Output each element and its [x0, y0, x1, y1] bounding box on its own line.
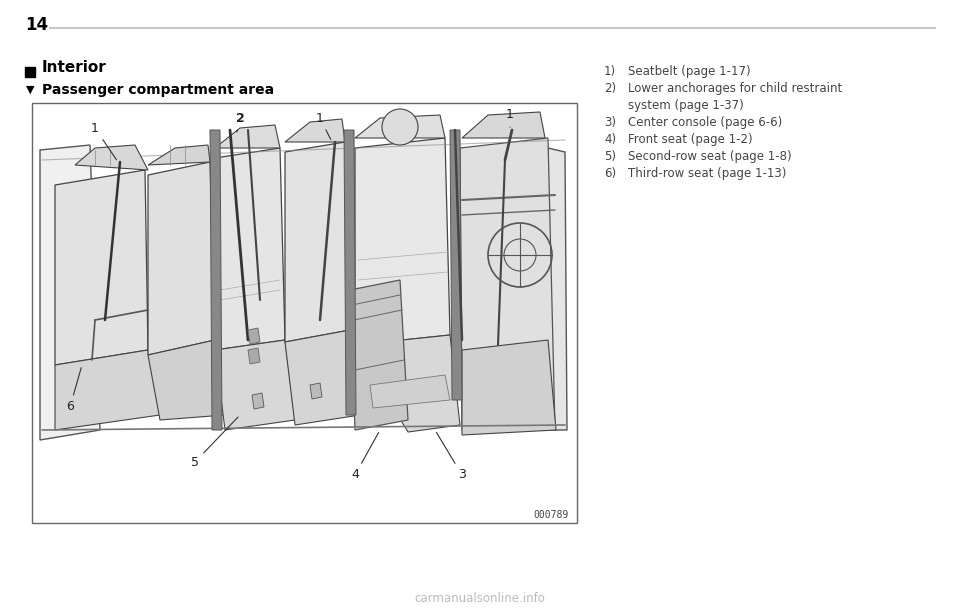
Bar	[32, 103, 577, 523]
Polygon shape	[344, 130, 356, 415]
Text: Third-row seat (page 1-13): Third-row seat (page 1-13)	[628, 167, 786, 180]
Text: 6): 6)	[604, 167, 616, 180]
Polygon shape	[210, 130, 222, 430]
Polygon shape	[285, 330, 360, 425]
Text: Passenger compartment area: Passenger compartment area	[42, 83, 275, 97]
Polygon shape	[450, 130, 462, 400]
Polygon shape	[462, 340, 556, 435]
Text: 5): 5)	[604, 150, 616, 163]
Text: 3: 3	[437, 433, 466, 481]
Polygon shape	[40, 145, 100, 440]
Circle shape	[382, 109, 418, 145]
Polygon shape	[460, 138, 555, 430]
Text: 1: 1	[316, 111, 331, 139]
Polygon shape	[355, 115, 445, 138]
Polygon shape	[548, 148, 567, 430]
Text: 2): 2)	[604, 82, 616, 95]
Polygon shape	[148, 145, 210, 165]
Text: 2: 2	[235, 111, 245, 132]
Text: 1: 1	[506, 109, 514, 127]
Text: 1: 1	[91, 122, 116, 159]
Polygon shape	[252, 393, 264, 409]
Text: Front seat (page 1-2): Front seat (page 1-2)	[628, 133, 753, 146]
Polygon shape	[355, 335, 460, 432]
Polygon shape	[285, 119, 345, 142]
Text: Center console (page 6-6): Center console (page 6-6)	[628, 116, 782, 129]
Polygon shape	[215, 340, 295, 430]
Polygon shape	[148, 162, 215, 355]
Polygon shape	[55, 350, 160, 430]
Text: 1): 1)	[604, 65, 616, 78]
Polygon shape	[215, 125, 280, 148]
Text: Second-row seat (page 1-8): Second-row seat (page 1-8)	[628, 150, 792, 163]
Polygon shape	[248, 348, 260, 364]
Polygon shape	[370, 375, 450, 408]
Polygon shape	[248, 328, 260, 344]
Polygon shape	[55, 170, 148, 365]
Text: 4: 4	[351, 433, 378, 481]
Text: 6: 6	[66, 368, 82, 414]
Polygon shape	[462, 112, 545, 138]
Text: carmanualsonline.info: carmanualsonline.info	[415, 591, 545, 604]
Polygon shape	[355, 138, 450, 345]
Text: 000789: 000789	[534, 510, 569, 520]
Text: 14: 14	[25, 16, 48, 34]
Text: ▼: ▼	[26, 85, 35, 95]
Polygon shape	[310, 383, 322, 399]
Text: 3): 3)	[604, 116, 616, 129]
Polygon shape	[215, 148, 285, 350]
Text: Interior: Interior	[42, 59, 107, 75]
Text: Lower anchorages for child restraint: Lower anchorages for child restraint	[628, 82, 842, 95]
Polygon shape	[148, 340, 225, 420]
Polygon shape	[350, 280, 408, 430]
Text: 4): 4)	[604, 133, 616, 146]
Polygon shape	[75, 145, 148, 170]
Text: Seatbelt (page 1-17): Seatbelt (page 1-17)	[628, 65, 751, 78]
Bar	[25, 67, 35, 77]
Polygon shape	[285, 142, 350, 342]
Text: system (page 1-37): system (page 1-37)	[628, 99, 744, 112]
Text: 5: 5	[191, 417, 238, 469]
